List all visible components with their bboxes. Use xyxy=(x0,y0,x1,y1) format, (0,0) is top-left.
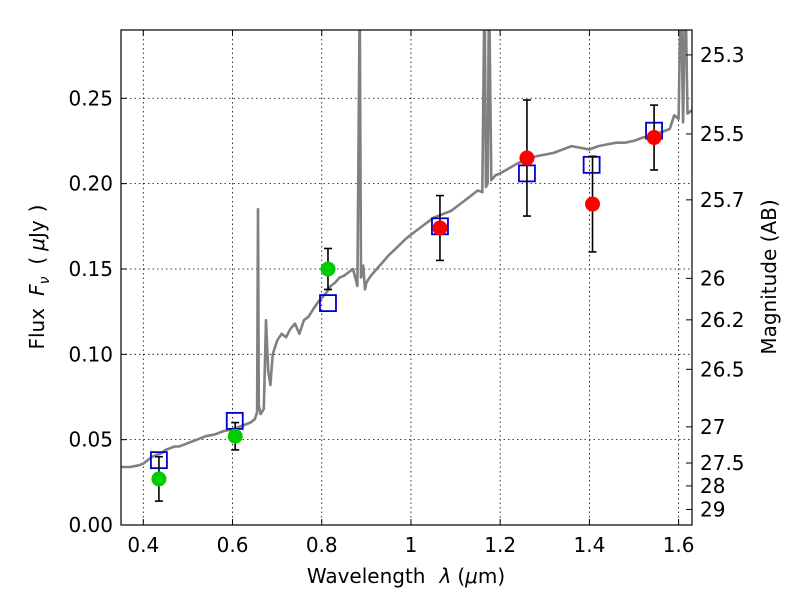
spectrum-line xyxy=(121,30,692,469)
y-axis-label-unit-mu: μ xyxy=(25,238,49,252)
y2-tick-label: 26.2 xyxy=(700,308,745,332)
observed-point-nir xyxy=(519,150,535,166)
y2-tick-label: 25.3 xyxy=(700,43,745,67)
x-axis-label: Wavelength λ (μm) xyxy=(307,564,505,588)
x-tick-label: 1.4 xyxy=(573,533,605,557)
plot-area xyxy=(121,30,692,502)
model-photometry-point xyxy=(319,294,337,313)
y-tick-label: 0.00 xyxy=(68,513,113,537)
axes-frame xyxy=(120,29,693,526)
y-tick-label: 0.05 xyxy=(68,428,113,452)
ticks: 0.4 0.6 0.8 1 1.2 1.4 1.6 0.00 0.05 0.10 0.15 0.20 0… xyxy=(68,30,745,557)
y2-tick-label: 28 xyxy=(700,474,725,498)
observed-point-nir xyxy=(585,196,601,212)
observed-point-optical xyxy=(151,471,167,487)
y-axis-label-subscript: ν xyxy=(37,276,53,284)
y-tick-label: 0.20 xyxy=(68,172,113,196)
observed-point-optical xyxy=(227,428,243,444)
x-tick-label: 1 xyxy=(405,533,418,557)
y2-tick-label: 26.5 xyxy=(700,357,745,381)
y2-tick-label: 26 xyxy=(700,266,725,290)
y-axis-label: Flux Fν ( μJy) xyxy=(25,204,53,349)
y-tick-label: 0.10 xyxy=(68,342,113,366)
observed-point-nir xyxy=(646,130,662,146)
x-tick-label: 0.4 xyxy=(127,533,159,557)
x-axis-label-unit-mu: μ xyxy=(464,564,478,588)
x-tick-label: 0.8 xyxy=(306,533,338,557)
observed-point-optical xyxy=(320,261,336,277)
x-axis-label-text: Wavelength xyxy=(307,564,426,588)
y-axis-label-unit-open: ( xyxy=(25,257,49,265)
y2-tick-label: 27.5 xyxy=(700,451,745,475)
grid xyxy=(121,30,692,526)
y-axis-label-unit-close: ) xyxy=(25,204,49,212)
y-axis-label-text: Flux xyxy=(25,308,49,350)
x-axis-label-unit-rest: m) xyxy=(478,564,505,588)
model-photometry-point xyxy=(582,155,601,174)
y-axis-label-symbol: F xyxy=(25,284,49,296)
x-tick-label: 1.6 xyxy=(663,533,695,557)
y2-tick-label: 25.7 xyxy=(700,188,745,212)
x-tick-label: 1.2 xyxy=(484,533,516,557)
y-tick-label: 0.25 xyxy=(68,86,113,110)
x-axis-label-symbol: λ xyxy=(438,564,451,588)
y-tick-label: 0.15 xyxy=(68,257,113,281)
y2-tick-label: 29 xyxy=(700,497,725,521)
observed-point-nir xyxy=(432,220,448,236)
y-axis-label-unit-rest: Jy xyxy=(25,220,49,240)
y2-tick-label: 25.5 xyxy=(700,122,745,146)
y2-tick-label: 27 xyxy=(700,415,725,439)
x-axis-label-unit-open: ( xyxy=(457,564,465,588)
y2-axis-label: Magnitude (AB) xyxy=(757,199,781,354)
x-tick-label: 0.6 xyxy=(217,533,249,557)
